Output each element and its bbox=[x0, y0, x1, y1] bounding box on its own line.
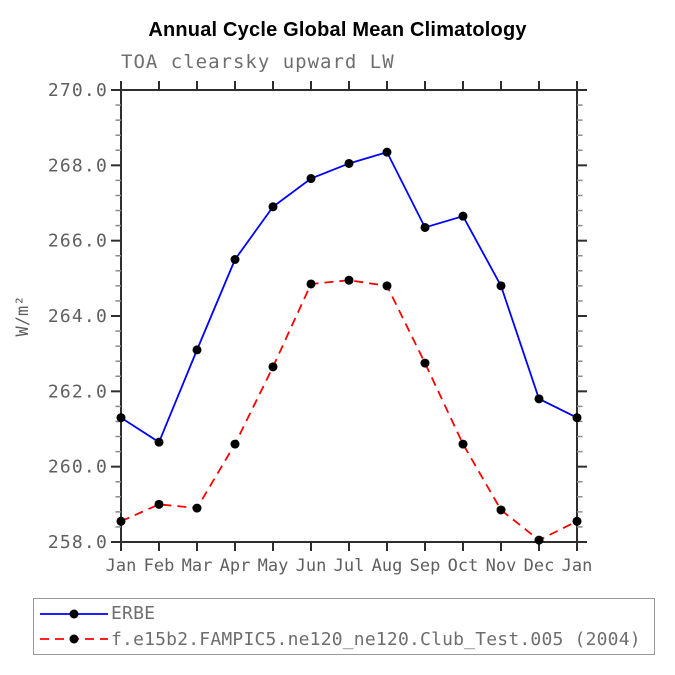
legend-sample-dot-1 bbox=[69, 634, 79, 644]
svg-text:Dec: Dec bbox=[524, 556, 555, 576]
svg-text:262.0: 262.0 bbox=[48, 381, 108, 402]
legend-sample-erbe bbox=[40, 609, 108, 619]
svg-text:258.0: 258.0 bbox=[48, 532, 108, 553]
svg-text:May: May bbox=[258, 556, 289, 576]
legend-box: ERBE f.e15b2.FAMPIC5.ne120_ne120.Club_Te… bbox=[33, 598, 655, 655]
legend-label-model: f.e15b2.FAMPIC5.ne120_ne120.Club_Test.00… bbox=[111, 628, 641, 650]
svg-text:Aug: Aug bbox=[372, 556, 403, 576]
svg-text:Oct: Oct bbox=[448, 556, 479, 576]
svg-text:270.0: 270.0 bbox=[48, 80, 108, 101]
svg-text:260.0: 260.0 bbox=[48, 457, 108, 478]
svg-text:Sep: Sep bbox=[410, 556, 441, 576]
svg-text:264.0: 264.0 bbox=[48, 306, 108, 327]
chart-subtitle: TOA clearsky upward LW bbox=[121, 51, 395, 73]
svg-text:Apr: Apr bbox=[220, 556, 251, 576]
svg-text:266.0: 266.0 bbox=[48, 231, 108, 252]
legend-sample-model bbox=[40, 634, 108, 644]
svg-text:Nov: Nov bbox=[486, 556, 517, 576]
svg-text:Feb: Feb bbox=[144, 556, 175, 576]
chart-title: Annual Cycle Global Mean Climatology bbox=[148, 19, 527, 41]
legend-item-erbe: ERBE bbox=[40, 601, 654, 626]
svg-text:Jan: Jan bbox=[106, 556, 137, 576]
svg-text:Mar: Mar bbox=[182, 556, 213, 576]
svg-text:Jan: Jan bbox=[562, 556, 593, 576]
legend-item-model: f.e15b2.FAMPIC5.ne120_ne120.Club_Test.00… bbox=[40, 627, 654, 652]
svg-text:Jul: Jul bbox=[334, 556, 365, 576]
legend-sample-dot-0 bbox=[69, 609, 79, 619]
legend-label-erbe: ERBE bbox=[111, 603, 156, 625]
svg-text:W/m²: W/m² bbox=[13, 296, 33, 337]
svg-text:Jun: Jun bbox=[296, 556, 327, 576]
svg-text:268.0: 268.0 bbox=[48, 155, 108, 176]
